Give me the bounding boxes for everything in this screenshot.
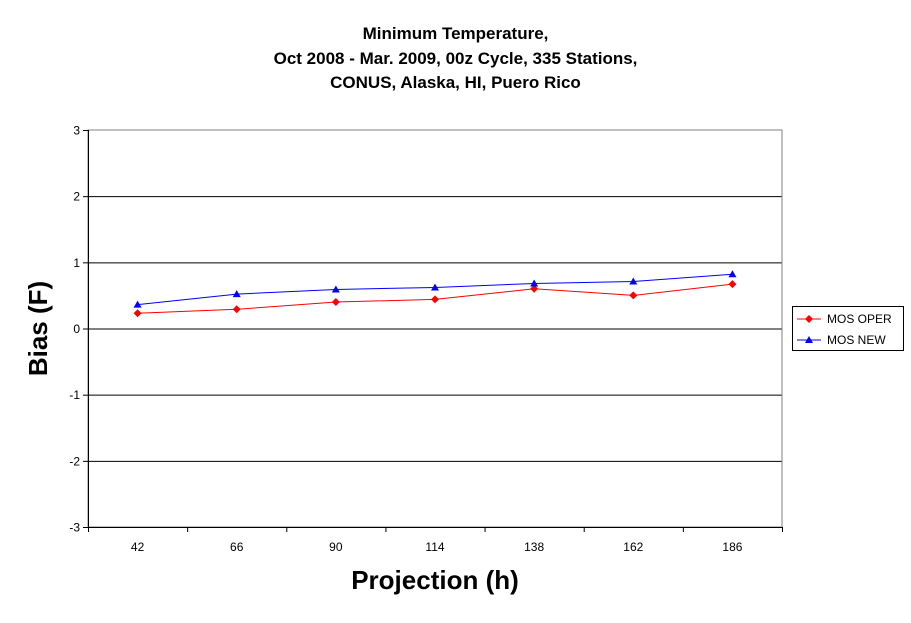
legend-swatch-mos-oper xyxy=(797,315,821,323)
legend-item-mos-oper: MOS OPER xyxy=(793,311,903,327)
x-tick-label: 114 xyxy=(425,540,444,554)
y-tick-label: 0 xyxy=(73,322,80,336)
x-tick-label: 186 xyxy=(722,540,742,554)
grid-layer xyxy=(88,196,782,462)
tick-label-layer: 3 2 1 0 -1 -2 -3 42 66 90 114 138 162 186 xyxy=(69,124,742,555)
data-point-mos-new xyxy=(232,290,241,298)
x-axis-label: Projection (h) xyxy=(351,565,519,595)
data-point-mos-oper xyxy=(431,295,439,304)
y-tick-label: -3 xyxy=(69,521,80,535)
y-tick-label: 1 xyxy=(73,256,80,270)
x-tick-label: 66 xyxy=(230,540,244,554)
legend-item-mos-new: MOS NEW xyxy=(793,332,903,348)
x-tick-label: 90 xyxy=(329,540,343,554)
chart-title-line-2: Oct 2008 - Mar. 2009, 00z Cycle, 335 Sta… xyxy=(273,49,638,68)
y-tick-label: 3 xyxy=(73,124,80,138)
chart-title-line-3: CONUS, Alaska, HI, Puero Rico xyxy=(330,73,581,92)
y-tick-label: -1 xyxy=(69,388,80,402)
data-point-mos-new xyxy=(530,279,539,287)
data-point-mos-new xyxy=(331,285,340,293)
data-point-mos-new xyxy=(133,300,142,308)
data-point-mos-oper xyxy=(629,291,638,300)
x-tick-label: 138 xyxy=(524,540,544,554)
series-layer xyxy=(133,270,737,318)
y-axis-label: Bias (F) xyxy=(22,280,53,377)
axis-layer xyxy=(83,129,783,532)
y-tick-label: 2 xyxy=(73,190,80,204)
data-point-mos-oper xyxy=(530,284,539,293)
x-tick-label: 42 xyxy=(131,540,145,554)
data-point-mos-oper xyxy=(133,309,142,318)
data-point-mos-new xyxy=(629,277,638,285)
legend: MOS OPER MOS NEW xyxy=(792,306,904,351)
legend-label-mos-oper: MOS OPER xyxy=(827,312,892,326)
legend-swatch-mos-new xyxy=(797,336,821,343)
data-point-mos-new xyxy=(431,283,439,291)
data-point-mos-oper xyxy=(331,298,340,307)
legend-label-mos-new: MOS NEW xyxy=(827,333,886,347)
data-point-mos-new xyxy=(728,270,737,278)
y-tick-label: -2 xyxy=(69,454,80,468)
data-point-mos-oper xyxy=(232,305,241,314)
data-point-mos-oper xyxy=(728,280,737,289)
x-tick-label: 162 xyxy=(623,540,643,554)
chart-title-line-1: Minimum Temperature, xyxy=(362,24,549,43)
